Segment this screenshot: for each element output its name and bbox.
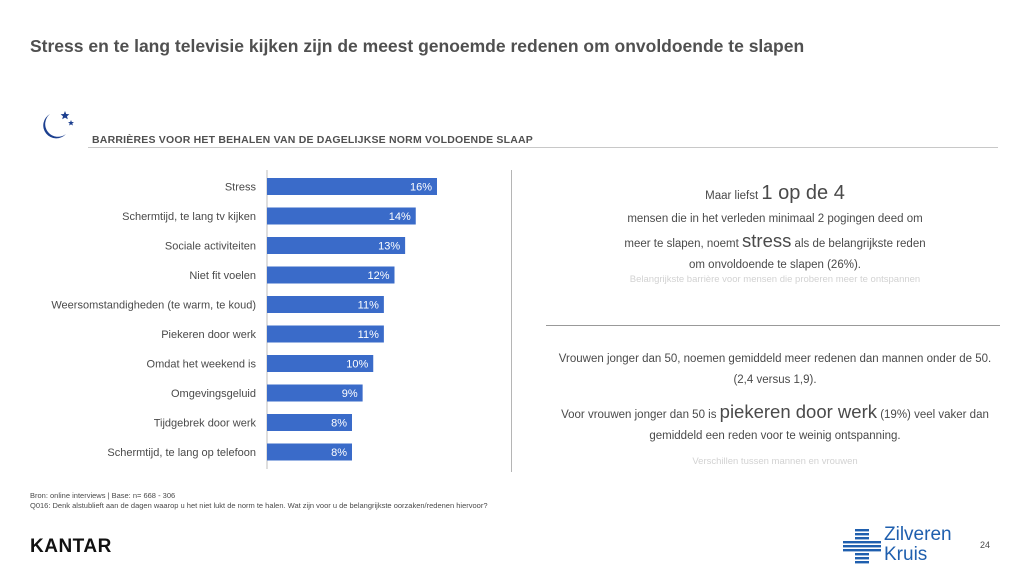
insight-2-line3-suffix: (19%) veel vaker dan	[877, 409, 989, 421]
source-note: Bron: online interviews | Base: n= 668 -…	[30, 491, 488, 511]
bar-value-label: 8%	[331, 418, 347, 430]
category-label: Tijdgebrek door werk	[154, 418, 257, 430]
page-number: 24	[980, 540, 991, 550]
insight-2-line4: gemiddeld een reden voor te weinig ontsp…	[649, 430, 901, 442]
insight-1-line3-prefix: meer te slapen, noemt	[624, 238, 743, 250]
insight-1-line3-suffix: als de belangrijkste reden	[791, 238, 926, 250]
insight-1-line2: mensen die in het verleden minimaal 2 po…	[627, 213, 923, 225]
vertical-divider	[511, 170, 512, 472]
bar	[267, 443, 352, 461]
bar	[267, 325, 384, 343]
moon-stars-icon	[43, 111, 74, 139]
zilveren-kruis-cross-icon	[843, 529, 881, 564]
brand-right-line1: Zilveren	[884, 524, 952, 545]
zilveren-kruis-wordmark: Zilveren Kruis	[884, 525, 952, 565]
insight-2-line3-emphasis: piekeren door werk	[719, 401, 877, 422]
bar-value-label: 12%	[367, 270, 389, 282]
category-label: Schermtijd, te lang op telefoon	[107, 447, 256, 459]
bar-chart: Stress 16% Schermtijd, te lang tv kijken 14…	[51, 170, 437, 469]
bar-value-label: 9%	[342, 388, 358, 400]
category-label: Schermtijd, te lang tv kijken	[122, 211, 256, 223]
category-label: Omdat het weekend is	[147, 359, 257, 371]
insight-2: Vrouwen jonger dan 50, noemen gemiddeld …	[540, 349, 1010, 447]
bar-value-label: 10%	[346, 359, 368, 371]
bar	[267, 178, 437, 195]
insight-1-emphasis: 1 op de 4	[761, 182, 845, 204]
insight-1-line4: om onvoldoende te slapen (26%).	[689, 259, 861, 271]
bar	[267, 207, 416, 225]
source-line-2: Q016: Denk alstublieft aan de dagen waar…	[30, 501, 488, 510]
insight-1-prefix: Maar liefst	[705, 190, 762, 202]
insight-2-line3-prefix: Voor vrouwen jonger dan 50 is	[561, 409, 720, 421]
category-label: Piekeren door werk	[161, 329, 256, 341]
bar	[267, 355, 374, 372]
section-divider	[88, 147, 998, 148]
bar-value-label: 11%	[358, 329, 379, 341]
source-line-1: Bron: online interviews | Base: n= 668 -…	[30, 491, 176, 500]
section-title: BARRIÈRES VOOR HET BEHALEN VAN DE DAGELI…	[92, 134, 534, 146]
insight-1-line3-emphasis: stress	[742, 230, 792, 251]
insight-2-line1: Vrouwen jonger dan 50, noemen gemiddeld …	[558, 353, 992, 365]
bar	[267, 296, 384, 313]
bar	[267, 237, 406, 254]
bar-value-label: 14%	[389, 211, 411, 223]
kantar-logo: KANTAR	[30, 536, 112, 557]
bar-value-label: 8%	[331, 447, 347, 459]
category-label: Stress	[225, 182, 257, 194]
category-label: Weersomstandigheden (te warm, te koud)	[51, 300, 256, 312]
bar-value-label: 16%	[410, 182, 432, 194]
category-label: Niet fit voelen	[189, 270, 256, 282]
horizontal-divider	[546, 325, 1000, 326]
bar	[267, 384, 363, 402]
insight-2-caption: Verschillen tussen mannen en vrouwen	[692, 456, 858, 467]
insight-2-line2: (2,4 versus 1,9).	[733, 374, 817, 386]
bar-value-label: 13%	[378, 241, 400, 253]
page-title: Stress en te lang televisie kijken zijn …	[30, 36, 805, 56]
category-label: Sociale activiteiten	[165, 241, 256, 253]
bar	[267, 414, 352, 431]
brand-right-line2: Kruis	[884, 544, 928, 565]
insight-1: Maar liefst 1 op de 4 mensen die in het …	[560, 180, 990, 276]
category-label: Omgevingsgeluid	[171, 388, 256, 400]
insight-1-caption: Belangrijkste barrière voor mensen die p…	[629, 274, 921, 285]
bar	[267, 266, 395, 284]
bar-value-label: 11%	[358, 300, 379, 312]
